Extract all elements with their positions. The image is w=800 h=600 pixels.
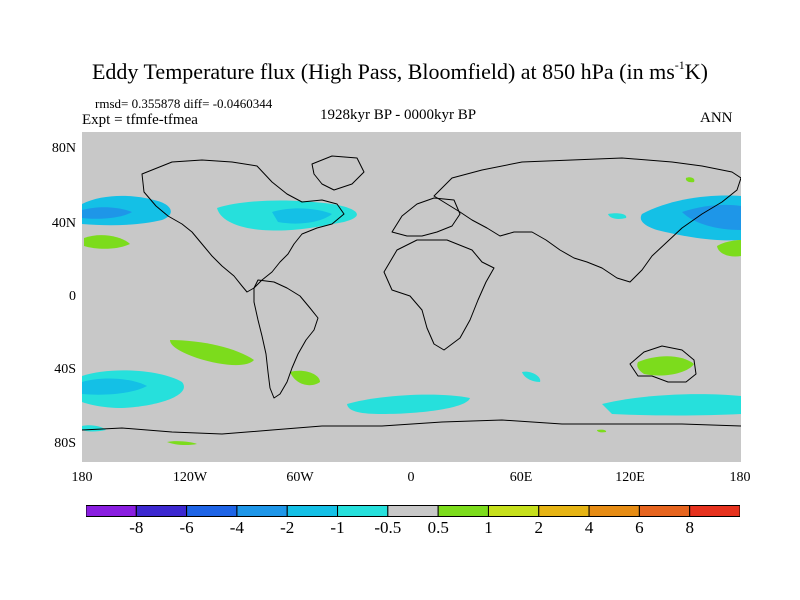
lat-label-40n: 40N xyxy=(51,216,76,231)
colorbar-label: -1 xyxy=(330,518,345,537)
rmsd-diff-text: rmsd= 0.355878 diff= -0.0460344 xyxy=(95,96,273,111)
colorbar-swatch-3 xyxy=(236,505,288,517)
colorbar-label: -8 xyxy=(129,518,144,537)
colorbar-label: 0.5 xyxy=(427,518,449,537)
lat-label-80n: 80N xyxy=(51,141,76,156)
period-label: 1928kyr BP - 0000kyr BP xyxy=(320,107,477,123)
colorbar-swatch-2 xyxy=(186,505,238,517)
season-label: ANN xyxy=(700,110,733,126)
colorbar-swatch-5 xyxy=(337,505,389,517)
coastlines xyxy=(82,155,741,435)
colorbar-swatch-7 xyxy=(437,505,489,517)
colorbar-swatch-1 xyxy=(135,505,188,517)
colorbar-swatch-8 xyxy=(487,505,540,517)
lat-label-80s: 80S xyxy=(54,436,76,451)
colorbar-label: 1 xyxy=(484,518,493,537)
colorbar-swatch-6 xyxy=(387,505,439,517)
colorbar-label: -2 xyxy=(280,518,295,537)
colorbar-swatch-12 xyxy=(689,505,740,517)
lon-label-60w: 60W xyxy=(286,470,314,485)
experiment-label: Expt = tfmfe-tfmea xyxy=(82,112,198,128)
colorbar-label: -4 xyxy=(229,518,244,537)
colorbar-label: 4 xyxy=(584,518,594,537)
colorbar-swatch-10 xyxy=(588,505,640,517)
lon-label-120w: 120W xyxy=(172,470,208,485)
lat-label-0: 0 xyxy=(69,289,76,304)
lon-label-60e: 60E xyxy=(509,470,533,485)
lat-label-40s: 40S xyxy=(54,362,76,377)
lon-label-180e: 180 xyxy=(729,470,751,485)
world-map xyxy=(82,132,741,462)
colorbar-swatch-9 xyxy=(538,505,590,517)
lon-label-0: 0 xyxy=(407,470,415,485)
colorbar-swatch-4 xyxy=(286,505,339,517)
colorbar-label: 2 xyxy=(534,518,544,537)
colorbar-label: 6 xyxy=(635,518,644,537)
colorbar-label: 8 xyxy=(685,518,694,537)
lon-label-180w: 180 xyxy=(71,470,93,485)
plot-title: Eddy Temperature flux (High Pass, Bloomf… xyxy=(91,58,708,84)
colorbar-label: -6 xyxy=(179,518,194,537)
lon-label-120e: 120E xyxy=(615,470,645,485)
colorbar-swatch-11 xyxy=(638,505,691,517)
colorbar xyxy=(86,505,740,517)
colorbar-label: -0.5 xyxy=(374,518,402,537)
colorbar-swatch-0 xyxy=(86,505,137,517)
